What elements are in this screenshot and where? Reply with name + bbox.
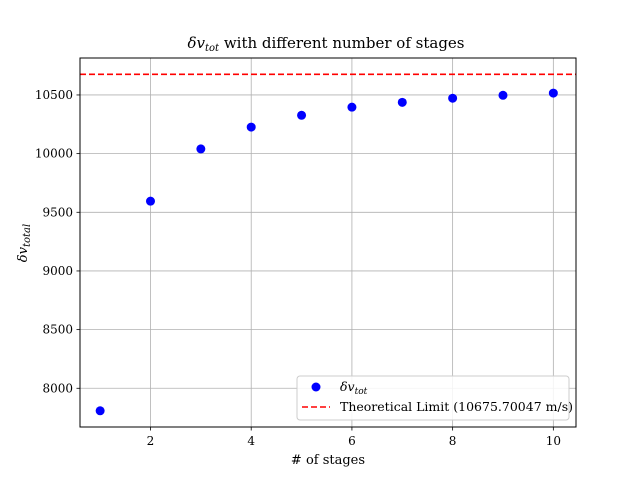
data-point [95, 406, 105, 416]
data-point [448, 93, 458, 103]
y-tick-label: 10500 [35, 88, 73, 102]
data-point [498, 90, 508, 100]
title-subscript: tot [205, 43, 220, 54]
legend-box [296, 375, 570, 421]
data-point [246, 122, 256, 132]
x-tick-label: 10 [546, 434, 561, 448]
legend-marker-points [311, 382, 321, 392]
data-point [347, 102, 357, 112]
data-point [397, 97, 407, 107]
y-axis-label: δvtotal [16, 224, 33, 262]
y-tick-label: 8500 [42, 323, 73, 337]
data-point [548, 88, 558, 98]
legend-label-limit: Theoretical Limit (10675.70047 m/s) [340, 399, 573, 414]
ticks: 2 4 6 8 10 8000 8500 9000 9500 10000 10500 [35, 88, 561, 448]
scatter-points [95, 88, 558, 416]
y-tick-label: 10000 [35, 147, 73, 161]
data-point [297, 110, 307, 120]
x-tick-label: 8 [449, 434, 457, 448]
x-tick-label: 4 [247, 434, 255, 448]
plot-frame [79, 57, 577, 428]
legend-label-points: δvtot [340, 379, 368, 397]
legend-symbol: δv [340, 379, 355, 394]
grid [80, 58, 576, 427]
data-point [145, 196, 155, 206]
y-tick-label: 8000 [42, 381, 73, 395]
title-rest: with different number of stages [219, 34, 464, 52]
title-symbol: δv [187, 34, 205, 52]
x-tick-label: 6 [348, 434, 356, 448]
y-tick-label: 9000 [42, 264, 73, 278]
y-axis-symbol: δv [16, 246, 31, 262]
data-point [196, 144, 206, 154]
y-axis-subscript: total [22, 224, 33, 247]
legend: δvtot Theoretical Limit (10675.70047 m/s… [296, 375, 573, 421]
y-tick-label: 9500 [42, 205, 73, 219]
legend-subscript: tot [355, 387, 368, 397]
chart-title: δvtot with different number of stages [187, 34, 464, 54]
x-tick-label: 2 [147, 434, 155, 448]
x-axis-label: # of stages [291, 453, 365, 468]
